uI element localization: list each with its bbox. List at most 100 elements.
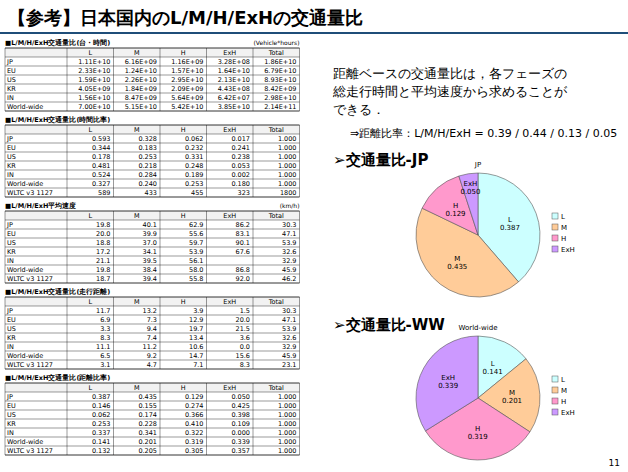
slice-category: ExH (441, 374, 455, 382)
table-cell: 34.1 (143, 248, 157, 256)
column-header: M (134, 384, 140, 392)
body-text: できる． (333, 102, 385, 117)
slices (416, 336, 540, 460)
table-cell: 11.7 (96, 307, 110, 315)
table-rule (5, 152, 300, 153)
data-label: 0.201 (502, 397, 522, 405)
table-rule (5, 125, 300, 126)
row-label: IN (7, 429, 14, 437)
legend-swatch (552, 213, 558, 219)
table-cell: 0.240 (138, 180, 157, 188)
table-rule (299, 125, 300, 197)
row-label: WLTC v3 1127 (7, 189, 53, 197)
table-rule (113, 297, 114, 369)
table-cell: 19.8 (96, 221, 110, 229)
legend-swatch (552, 224, 558, 230)
table-title: ■L/M/H/ExH交通量比(距離比率) (5, 373, 110, 382)
table-cell: 455 (191, 189, 203, 197)
row-label: World-wide (7, 438, 43, 446)
table-cell: 0.425 (231, 402, 250, 410)
table-rule (5, 351, 300, 352)
table-cell: 21.1 (96, 257, 110, 265)
column-header: L (88, 49, 92, 57)
column-header: L (88, 298, 92, 306)
legend-label: M (561, 387, 567, 395)
table-cell: 10.6 (189, 343, 203, 351)
row-label: WLTC v3 1127 (7, 447, 53, 455)
table-cell: 1.000 (278, 171, 297, 179)
table-cell: 3.85E+10 (218, 103, 250, 111)
table-rule (5, 419, 300, 420)
table-cell: 1.000 (278, 438, 297, 446)
table-rule (5, 57, 300, 58)
table-rule (5, 170, 300, 171)
table-rule (67, 125, 68, 197)
table-cell: 0.189 (185, 171, 204, 179)
table-cell: 1.000 (278, 162, 297, 170)
table-rule (5, 66, 300, 67)
row-label: US (7, 76, 16, 84)
section-heading: ➢交通量比-WW (333, 316, 445, 334)
table-rule (5, 161, 300, 162)
row-label: World-wide (7, 352, 43, 360)
table-rule (5, 437, 300, 438)
table-cell: 8.3 (100, 334, 110, 342)
data-label: 0.141 (483, 368, 503, 376)
row-label: KR (7, 162, 16, 170)
table-rule (5, 211, 6, 283)
table-cell: 1.57E+10 (171, 67, 203, 75)
table-cell: 6.42E+07 (218, 94, 250, 102)
table-rule (113, 211, 114, 283)
table-cell: 30.3 (282, 307, 296, 315)
table-rule (5, 238, 300, 239)
table-cell: 90.1 (236, 239, 250, 247)
table-rule (5, 220, 300, 221)
table-rule (5, 383, 300, 384)
table-cell: 0.435 (138, 393, 157, 401)
table-cell: 0.481 (92, 162, 111, 170)
table-cell: 0.062 (185, 135, 204, 143)
legend-swatch (552, 398, 558, 404)
table-rule (5, 297, 6, 369)
table-rule (5, 247, 300, 248)
table-cell: 21.5 (236, 325, 250, 333)
table-cell: 2.14E+11 (264, 103, 296, 111)
table-cell: 53.9 (282, 239, 296, 247)
table-header-bg (5, 125, 300, 134)
table-cell: 1.000 (278, 411, 297, 419)
table-rule (5, 428, 300, 429)
table-rule (5, 211, 300, 212)
table-cell: 0.593 (92, 135, 111, 143)
column-header: H (181, 384, 186, 392)
table-cell: 47.1 (282, 230, 296, 238)
pie-slice (459, 173, 478, 235)
column-header: H (181, 126, 186, 134)
table-cell: 0.327 (92, 180, 111, 188)
table-cell: 8.93E+10 (264, 76, 296, 84)
column-header: ExH (223, 126, 236, 134)
table-cell: 0.322 (185, 429, 204, 437)
table-unit: (Vehicle*hours) (253, 39, 299, 46)
table-rule (113, 48, 114, 111)
table-rule (5, 48, 300, 49)
table-cell: 8.3 (240, 361, 250, 369)
legend-label: H (561, 398, 566, 406)
table-cell: 4.7 (147, 361, 157, 369)
table-cell: 1.000 (278, 393, 297, 401)
table-title: ■L/M/H/ExH交通量比(時間比率) (5, 115, 110, 124)
table-rule (67, 297, 68, 369)
table-rule (160, 125, 161, 197)
table-cell: 1.16E+09 (171, 58, 203, 66)
table-rule (299, 48, 300, 111)
table: ■L/M/H/ExH交通量比(距離比率)LMHExHTotalJP0.3870.… (5, 373, 300, 455)
row-label: KR (7, 420, 16, 428)
table-cell: 1.000 (278, 135, 297, 143)
table-rule (253, 125, 254, 197)
table-rule (5, 324, 300, 325)
legend-label: ExH (561, 409, 575, 417)
table-cell: 40.1 (143, 221, 157, 229)
table-cell: 5.15E+10 (125, 103, 157, 111)
table-cell: 0.344 (92, 144, 111, 152)
table-cell: 62.9 (189, 221, 203, 229)
table-cell: 86.2 (236, 221, 250, 229)
